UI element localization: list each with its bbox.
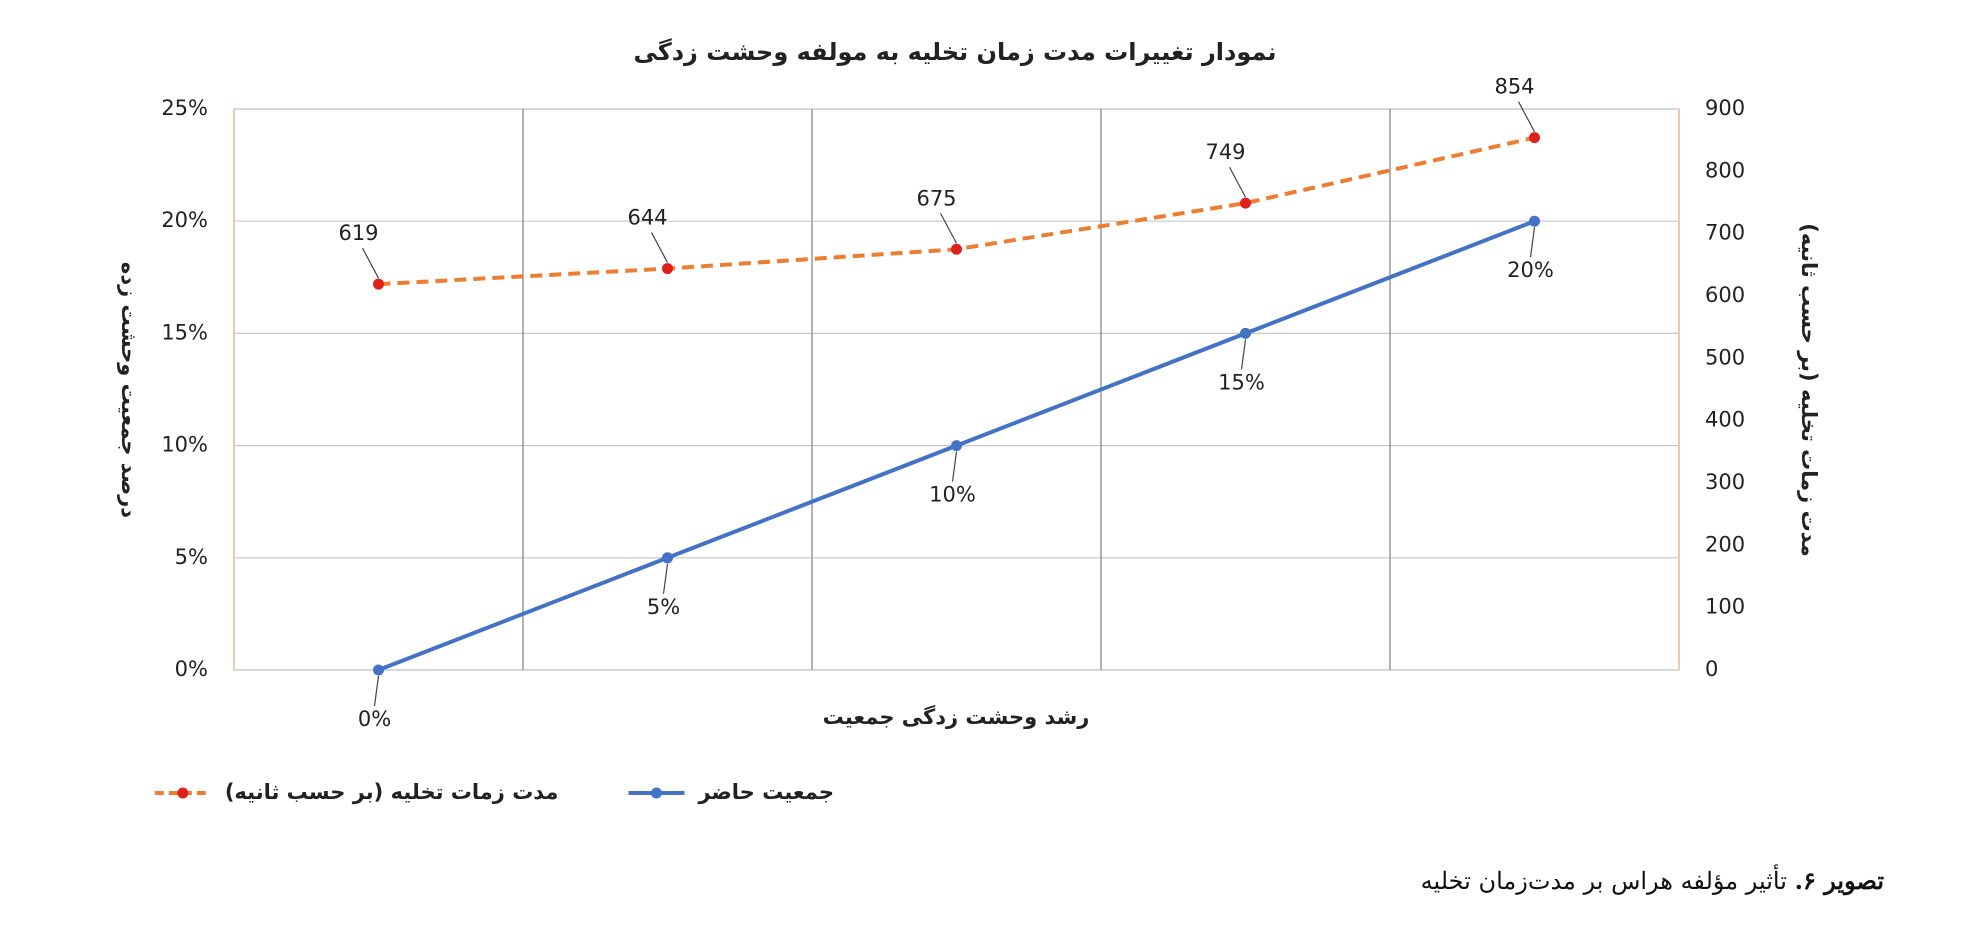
legend-marker	[177, 787, 189, 799]
y-tick-label: 5%	[175, 545, 208, 569]
point	[1240, 327, 1251, 339]
point	[951, 243, 962, 255]
y-tick-label: 25%	[161, 96, 208, 120]
y2-tick-label: 400	[1705, 408, 1745, 432]
caption-label: تصویر ۶.	[1794, 866, 1884, 895]
label-leader	[1240, 339, 1247, 370]
point	[373, 278, 384, 290]
label-leader	[939, 212, 958, 244]
data-label: 0%	[358, 707, 391, 731]
point	[373, 664, 384, 676]
legend-label: مدت زمات تخلیه (بر حسب ثانیه)	[225, 780, 559, 804]
data-label: 644	[627, 206, 667, 230]
point	[662, 263, 673, 275]
y2-tick-label: 500	[1705, 345, 1745, 369]
point	[1529, 132, 1540, 144]
caption: تصویر ۶. تأثیر مؤلفه هراس بر مدت‌زمان تخ…	[1421, 866, 1884, 895]
label-leader	[1517, 101, 1536, 132]
data-label: 20%	[1507, 258, 1554, 282]
y2-tick-label: 200	[1705, 532, 1745, 556]
y2-tick-label: 700	[1705, 221, 1745, 245]
y2-tick-label: 300	[1705, 470, 1745, 494]
y2-tick-label: 900	[1705, 96, 1745, 120]
data-label: 5%	[647, 595, 680, 619]
chart-title: نمودار تغییرات مدت زمان تخلیه به مولفه و…	[634, 38, 1277, 66]
y-axis-label: درصد جمعیت وحشت زده	[117, 262, 141, 518]
data-label: 854	[1494, 75, 1534, 99]
y-tick-label: 15%	[161, 320, 208, 344]
legend-marker	[650, 787, 662, 799]
point	[662, 552, 673, 564]
point	[1240, 197, 1251, 209]
label-leader	[361, 247, 380, 279]
y2-tick-label: 0	[1705, 657, 1718, 681]
caption-text: تأثیر مؤلفه هراس بر مدت‌زمان تخلیه	[1420, 867, 1787, 895]
label-leader	[1529, 227, 1536, 258]
data-label: 675	[916, 186, 956, 210]
legend-label: جمعیت حاضر	[697, 780, 834, 804]
y2-tick-label: 600	[1705, 283, 1745, 307]
label-leader	[951, 451, 958, 482]
label-leader	[662, 563, 669, 594]
y-tick-label: 10%	[161, 433, 208, 457]
label-leader	[650, 232, 669, 263]
data-label: 619	[338, 221, 378, 245]
series-line	[378, 135, 1535, 287]
y-tick-label: 20%	[161, 208, 208, 232]
y2-tick-label: 800	[1705, 158, 1745, 182]
label-leader	[1228, 166, 1247, 198]
point	[1529, 215, 1540, 227]
label-leader	[373, 675, 380, 707]
point	[951, 440, 962, 452]
y2-tick-label: 100	[1705, 595, 1745, 619]
y-tick-label: 0%	[175, 657, 208, 681]
data-label: 10%	[929, 483, 976, 507]
y2-axis-label: مدت زمات تخلیه (بر حسب ثانیه)	[1797, 223, 1821, 557]
data-label: 749	[1205, 140, 1245, 164]
chart: نمودار تغییرات مدت زمان تخلیه به مولفه و…	[117, 38, 1821, 804]
x-axis-label: رشد وحشت زدگی جمعیت	[823, 704, 1090, 729]
data-label: 15%	[1218, 370, 1265, 394]
